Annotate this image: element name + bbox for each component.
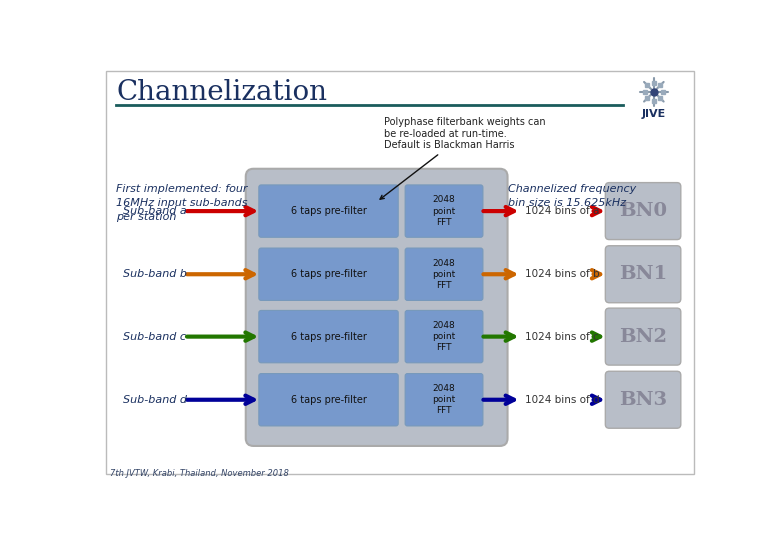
FancyBboxPatch shape (259, 185, 399, 237)
Text: BN3: BN3 (619, 391, 667, 409)
FancyBboxPatch shape (246, 168, 508, 446)
Text: BN2: BN2 (619, 328, 667, 346)
Text: 2048
point
FFT: 2048 point FFT (432, 321, 456, 352)
Text: Sub-band b: Sub-band b (122, 269, 186, 279)
Text: Sub-band a: Sub-band a (122, 206, 186, 216)
FancyBboxPatch shape (259, 374, 399, 426)
Text: BN0: BN0 (619, 202, 667, 220)
FancyBboxPatch shape (259, 248, 399, 300)
Text: 6 taps pre-filter: 6 taps pre-filter (291, 269, 367, 279)
Text: 1024 bins of a: 1024 bins of a (525, 206, 600, 216)
Text: Sub-band d: Sub-band d (122, 395, 186, 405)
FancyBboxPatch shape (105, 71, 694, 475)
FancyBboxPatch shape (605, 372, 681, 428)
Text: Polyphase filterbank weights can
be re-loaded at run-time.
Default is Blackman H: Polyphase filterbank weights can be re-l… (380, 117, 546, 199)
FancyBboxPatch shape (405, 310, 483, 363)
FancyBboxPatch shape (405, 374, 483, 426)
Text: JIVE: JIVE (642, 109, 666, 119)
Text: 1024 bins of d: 1024 bins of d (525, 395, 600, 405)
Text: Channelized frequency
bin size is 15.625kHz: Channelized frequency bin size is 15.625… (508, 184, 636, 208)
Text: 6 taps pre-filter: 6 taps pre-filter (291, 206, 367, 216)
Text: First implemented: four
16MHz input sub-bands
per station: First implemented: four 16MHz input sub-… (116, 184, 248, 222)
Text: 1024 bins of c: 1024 bins of c (525, 332, 599, 342)
Text: BN1: BN1 (619, 265, 667, 284)
Text: Sub-band c: Sub-band c (122, 332, 186, 342)
Text: 2048
point
FFT: 2048 point FFT (432, 384, 456, 415)
FancyBboxPatch shape (405, 185, 483, 237)
FancyBboxPatch shape (605, 246, 681, 303)
Text: 2048
point
FFT: 2048 point FFT (432, 195, 456, 227)
FancyBboxPatch shape (405, 248, 483, 300)
FancyBboxPatch shape (605, 183, 681, 240)
Text: 6 taps pre-filter: 6 taps pre-filter (291, 395, 367, 405)
FancyBboxPatch shape (605, 308, 681, 365)
Text: 6 taps pre-filter: 6 taps pre-filter (291, 332, 367, 342)
Text: 7th JVTW, Krabi, Thailand, November 2018: 7th JVTW, Krabi, Thailand, November 2018 (110, 469, 289, 477)
Text: 2048
point
FFT: 2048 point FFT (432, 259, 456, 290)
Text: 1024 bins of b: 1024 bins of b (525, 269, 600, 279)
Text: Channelization: Channelization (116, 79, 328, 106)
FancyBboxPatch shape (259, 310, 399, 363)
